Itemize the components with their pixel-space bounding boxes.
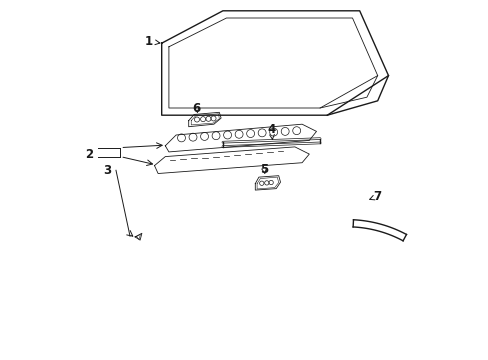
Text: 1: 1	[145, 35, 160, 48]
Text: 5: 5	[260, 163, 268, 176]
Text: 6: 6	[192, 102, 201, 114]
Text: 2: 2	[85, 148, 93, 161]
Text: 7: 7	[369, 190, 381, 203]
Text: 4: 4	[267, 123, 275, 139]
Text: 3: 3	[102, 164, 111, 177]
